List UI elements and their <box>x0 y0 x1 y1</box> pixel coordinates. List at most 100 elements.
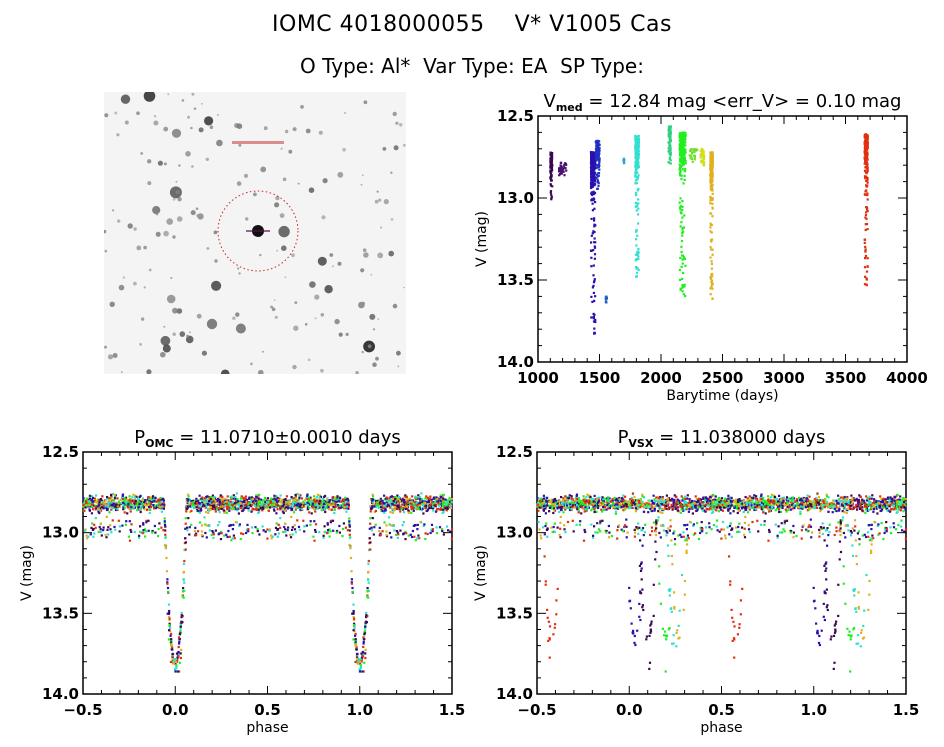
data-point <box>144 535 147 538</box>
data-point <box>591 300 594 303</box>
data-point <box>550 195 553 198</box>
data-point <box>159 503 162 506</box>
data-point <box>406 498 409 501</box>
data-point <box>230 496 233 500</box>
data-point <box>200 534 204 537</box>
data-point <box>637 268 640 272</box>
data-point <box>592 281 596 284</box>
data-point <box>158 522 161 525</box>
data-point <box>445 509 448 512</box>
data-point <box>209 496 213 499</box>
data-point <box>637 222 640 225</box>
data-point <box>171 646 174 649</box>
data-point <box>593 299 596 302</box>
data-point <box>377 499 381 502</box>
data-point <box>110 531 113 534</box>
data-point <box>340 500 343 503</box>
data-point <box>163 520 166 523</box>
star <box>163 162 167 166</box>
data-point <box>110 498 113 501</box>
data-point <box>365 616 368 619</box>
data-point <box>113 495 116 499</box>
data-point <box>449 506 453 510</box>
data-point <box>431 528 434 531</box>
data-point <box>354 640 357 643</box>
data-point <box>430 528 433 531</box>
data-point <box>595 159 598 162</box>
data-point <box>550 155 553 158</box>
data-point <box>681 168 684 171</box>
y-tick-label: 12.5 <box>42 443 79 461</box>
data-point <box>332 501 335 504</box>
data-point <box>391 503 394 506</box>
data-point <box>393 508 397 511</box>
data-point <box>255 496 258 499</box>
data-point <box>271 535 274 538</box>
data-point <box>400 507 403 510</box>
data-point <box>272 501 275 504</box>
data-point <box>681 284 684 287</box>
data-point <box>854 525 857 528</box>
data-point <box>168 609 171 613</box>
data-point <box>438 503 441 506</box>
data-point <box>291 533 294 536</box>
data-point <box>429 531 432 535</box>
data-point <box>426 532 429 536</box>
data-point <box>212 536 215 539</box>
data-point <box>90 505 93 508</box>
data-point <box>387 500 390 503</box>
data-point <box>205 536 208 539</box>
data-point <box>215 506 218 509</box>
data-point <box>450 528 454 531</box>
data-point <box>418 537 421 540</box>
x-tick-label: 3000 <box>763 369 805 387</box>
data-point <box>636 189 639 192</box>
star <box>232 316 236 320</box>
data-point <box>549 151 552 154</box>
data-point <box>385 534 388 537</box>
data-point <box>148 497 151 500</box>
data-point <box>597 172 601 175</box>
star <box>345 332 349 336</box>
data-point <box>444 503 447 506</box>
data-point <box>637 174 640 177</box>
data-point <box>309 523 312 526</box>
data-point <box>200 530 204 533</box>
data-point <box>667 527 670 530</box>
data-point <box>277 532 280 535</box>
data-point <box>214 529 217 532</box>
data-point <box>682 608 685 611</box>
data-point <box>668 127 671 130</box>
data-point <box>863 143 866 146</box>
star <box>329 253 334 257</box>
data-point <box>593 217 596 220</box>
data-point <box>232 534 235 537</box>
data-point <box>292 498 295 502</box>
data-point <box>287 502 290 505</box>
data-point <box>219 538 223 541</box>
data-point <box>348 520 351 523</box>
data-point <box>593 241 596 244</box>
data-point <box>560 172 563 175</box>
data-point <box>711 206 714 209</box>
star <box>205 157 209 161</box>
data-point <box>592 157 595 160</box>
data-point <box>348 525 351 528</box>
data-point <box>333 511 336 514</box>
data-point <box>407 511 410 514</box>
data-point <box>103 502 106 505</box>
star <box>403 286 405 289</box>
data-point <box>637 255 640 258</box>
data-point <box>679 157 682 160</box>
star <box>280 147 283 150</box>
data-point <box>110 506 113 510</box>
data-point <box>590 295 593 298</box>
data-point <box>709 154 712 158</box>
data-point <box>143 506 146 510</box>
data-point <box>224 497 227 500</box>
star <box>196 214 199 217</box>
data-point <box>152 497 155 500</box>
data-point <box>864 245 867 248</box>
data-point <box>435 532 439 535</box>
data-point <box>127 501 130 504</box>
